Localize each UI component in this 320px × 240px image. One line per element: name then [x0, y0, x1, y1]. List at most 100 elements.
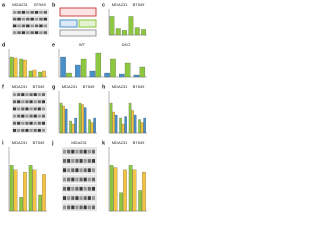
blot-band — [26, 17, 30, 21]
bar — [83, 107, 87, 134]
blot-band — [30, 24, 34, 28]
blot-lane-bg — [12, 126, 47, 133]
blot-band — [43, 24, 47, 28]
blot-band — [13, 31, 17, 34]
blot-band — [75, 196, 79, 200]
blot-band — [13, 11, 17, 14]
blot-band — [25, 114, 29, 118]
blot-band — [87, 159, 91, 163]
blot-band — [91, 168, 95, 173]
panel-title: MDA231 — [112, 2, 128, 7]
bar — [75, 64, 81, 78]
blot-band — [67, 196, 71, 200]
panel-title: MDA231 — [71, 140, 87, 145]
blot-band — [41, 114, 45, 118]
panel-title: BT549 — [133, 2, 146, 7]
bar — [141, 29, 146, 36]
blot-band — [63, 196, 67, 200]
blot-band — [17, 114, 21, 118]
blot-band — [30, 31, 34, 34]
bar — [78, 102, 82, 134]
blot-band — [87, 177, 91, 182]
panel-title: BT549 — [34, 2, 47, 7]
blot-band — [87, 196, 91, 200]
blot-band — [91, 186, 95, 191]
bar — [13, 57, 18, 78]
blot-band — [91, 149, 95, 154]
blot-band — [26, 24, 30, 28]
bar — [19, 197, 23, 212]
blot-band — [25, 100, 29, 104]
panel-title: BT549 — [133, 84, 146, 89]
blot-band — [17, 93, 21, 97]
panel-title: BT549 — [33, 84, 46, 89]
bar — [121, 123, 125, 134]
blot-band — [41, 121, 45, 125]
blot-band — [34, 11, 39, 14]
bar — [95, 52, 102, 78]
panel-title: BT549 — [33, 140, 46, 145]
blot-band — [83, 168, 87, 173]
blot-band — [67, 168, 71, 173]
bar — [32, 169, 37, 212]
blot-band — [29, 100, 33, 104]
blot-band — [29, 114, 33, 118]
bar — [110, 58, 116, 78]
blot-band — [39, 11, 43, 14]
panel-title: BT549 — [83, 84, 96, 89]
blot-lane-bg — [12, 22, 49, 29]
blot-band — [79, 196, 83, 200]
bar — [124, 116, 127, 134]
bar — [138, 119, 141, 134]
panel-letter: f — [2, 84, 4, 90]
panel-title: DKO — [122, 42, 131, 47]
blot-band — [37, 114, 41, 118]
bar — [38, 194, 42, 212]
blot-band — [13, 17, 17, 21]
blot-band — [13, 107, 17, 111]
bar — [23, 172, 27, 212]
blot-band — [87, 205, 91, 210]
panel-letter: k — [102, 140, 106, 146]
blot-band — [37, 128, 41, 132]
panel-title: MDA231 — [12, 2, 28, 7]
panel-letter: d — [2, 42, 5, 48]
blot-band — [71, 205, 75, 210]
bar — [122, 30, 127, 36]
bar — [42, 174, 46, 212]
blot-band — [21, 107, 25, 111]
bar — [59, 102, 63, 134]
panel-letter: j — [51, 140, 54, 146]
blot-band — [17, 17, 21, 21]
bar — [131, 110, 134, 134]
blot-band — [63, 149, 67, 154]
bar — [104, 72, 110, 78]
blot-band — [71, 168, 75, 173]
blot-band — [75, 168, 79, 173]
panel-letter: i — [2, 140, 4, 146]
blot-band — [83, 205, 87, 210]
blot-lane-bg — [62, 165, 97, 174]
blot-band — [21, 24, 26, 28]
blot-band — [63, 205, 67, 210]
blot-band — [41, 100, 45, 104]
panel-letter: c — [102, 2, 105, 8]
blot-band — [41, 128, 45, 132]
panel-title: WT — [79, 42, 86, 47]
bar — [66, 72, 72, 78]
blot-lane-bg — [12, 105, 47, 112]
blot-band — [87, 149, 91, 154]
blot-band — [34, 17, 39, 21]
blot-band — [37, 121, 41, 125]
diagram-box — [59, 19, 78, 28]
blot-band — [33, 93, 37, 97]
blot-band — [21, 114, 25, 118]
bar — [119, 192, 123, 212]
blot-band — [13, 128, 17, 132]
blot-band — [13, 114, 17, 118]
blot-band — [91, 177, 95, 182]
panel-title: MDA231 — [112, 84, 128, 89]
blot-band — [67, 205, 71, 210]
blot-band — [83, 196, 87, 200]
blot-band — [33, 128, 37, 132]
